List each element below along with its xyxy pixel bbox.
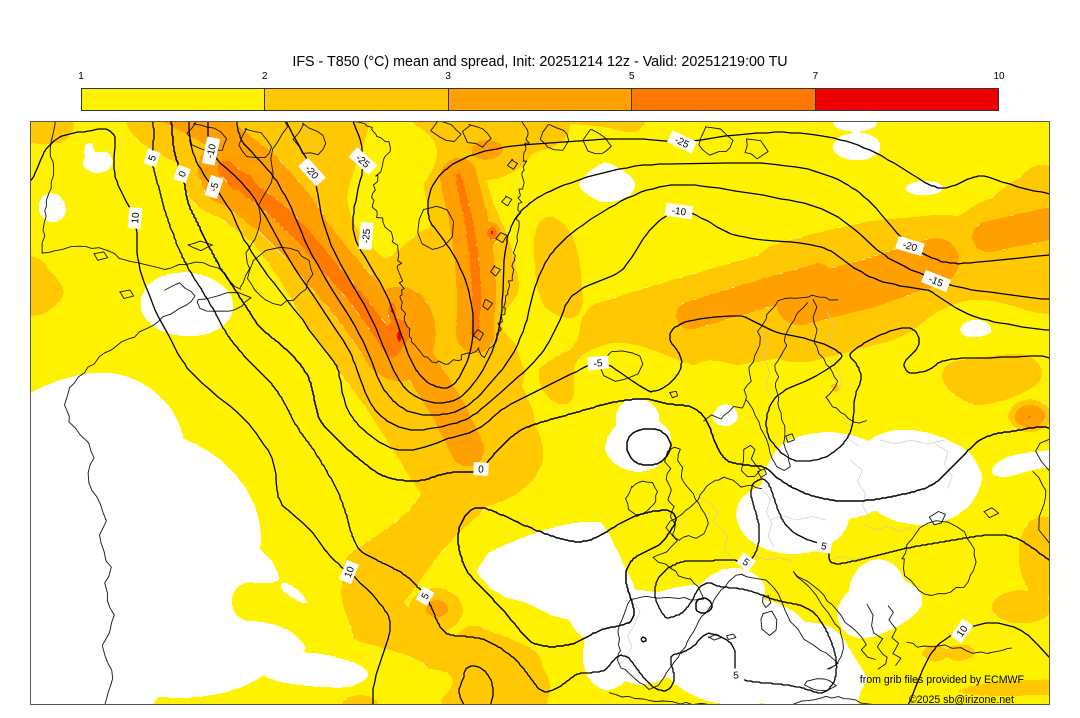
svg-text:-10: -10 [205,143,219,160]
svg-text:5: 5 [420,591,433,602]
svg-text:-20: -20 [901,240,918,255]
svg-text:-25: -25 [361,228,373,244]
svg-text:10: 10 [130,212,142,224]
svg-text:-5: -5 [593,358,603,370]
svg-text:-15: -15 [927,274,945,290]
svg-text:0: 0 [478,464,485,475]
svg-text:10: 10 [343,565,358,580]
svg-text:5: 5 [733,670,740,681]
svg-text:©2025 sb@irizone.net: ©2025 sb@irizone.net [909,694,1014,705]
svg-text:5: 5 [820,541,828,553]
svg-text:5: 5 [740,557,751,569]
svg-text:-10: -10 [671,206,687,219]
svg-text:0: 0 [177,169,189,178]
svg-text:-5: -5 [208,181,221,193]
svg-text:from grib files provided by EC: from grib files provided by ECMWF [860,674,1025,686]
svg-text:5: 5 [147,154,159,163]
